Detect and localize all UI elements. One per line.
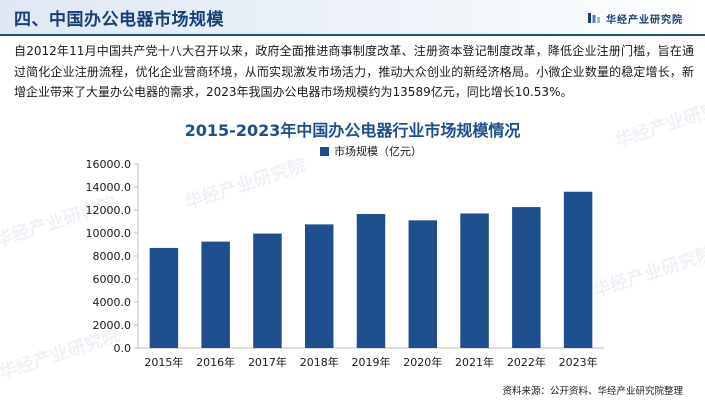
legend-swatch [320,147,329,156]
y-tick-label: 6000.0 [93,273,132,286]
bar [460,213,489,348]
x-tick-label: 2016年 [196,355,235,369]
section-header [0,0,705,34]
brand: 华经产业研究院 [588,10,683,26]
source-note: 资料来源：公开资料、华经产业研究院整理 [502,386,683,397]
brand-name: 华经产业研究院 [606,14,683,26]
y-tick-label: 14000.0 [86,181,132,194]
bar [149,247,179,348]
x-tick-label: 2023年 [559,355,598,369]
x-tick-label: 2020年 [403,355,442,369]
y-tick-label: 2000.0 [93,319,132,332]
y-tick-label: 16000.0 [86,158,132,171]
y-tick-label: 0.0 [114,342,132,355]
bar [408,220,438,348]
bar-chart: 0.0 2000.0 4000.0 6000.0 8000.0 10000.0 12000.… [86,144,604,369]
legend-label: 市场规模（亿元） [334,144,422,158]
bar [356,214,386,348]
bar [201,241,230,348]
bar [253,233,282,348]
y-tick-label: 8000.0 [93,250,132,263]
bar [563,191,593,348]
bar [304,224,334,348]
brand-logo-icon [588,13,600,23]
y-tick-label: 12000.0 [86,204,132,217]
y-tick-label: 10000.0 [86,227,132,240]
intro-paragraph: 自2012年11月中国共产党十八大召开以来，政府全面推进商事制度改革、注册资本登… [14,44,694,99]
chart-title: 2015-2023年中国办公电器行业市场规模情况 [184,121,521,140]
x-tick-label: 2015年 [144,355,183,369]
x-tick-label: 2022年 [507,355,546,369]
section-title: 四、中国办公电器市场规模 [14,10,224,30]
bar [512,207,541,348]
x-tick-label: 2021年 [455,355,494,369]
header-divider [0,34,705,36]
y-tick-label: 4000.0 [93,296,132,309]
x-tick-label: 2019年 [352,355,391,369]
x-tick-label: 2017年 [248,355,287,369]
x-tick-label: 2018年 [300,355,339,369]
